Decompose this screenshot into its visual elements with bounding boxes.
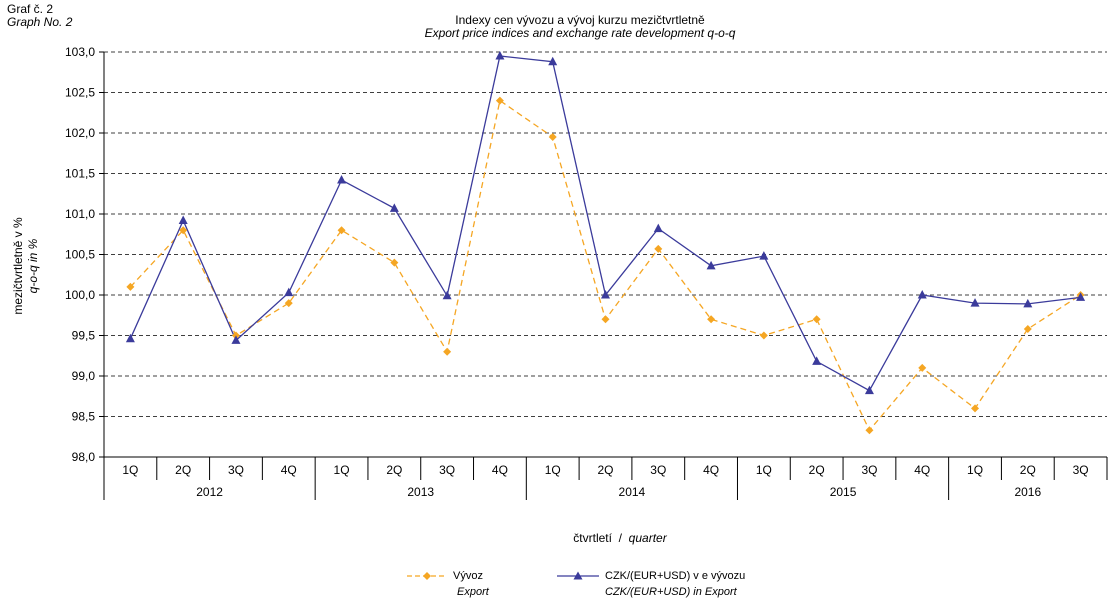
data-point-czk bbox=[917, 290, 927, 299]
data-point-czk bbox=[125, 333, 135, 343]
x-tick-label: 1Q bbox=[545, 463, 561, 477]
y-tick-label: 102,5 bbox=[65, 86, 95, 100]
data-point-czk bbox=[970, 298, 980, 307]
chart-subtitle: Export price indices and exchange rate d… bbox=[424, 26, 736, 40]
data-point-export bbox=[284, 299, 293, 308]
data-point-czk bbox=[389, 203, 399, 212]
year-label: 2014 bbox=[619, 485, 646, 499]
x-tick-label: 2Q bbox=[809, 463, 825, 477]
x-tick-label: 2Q bbox=[175, 463, 191, 477]
year-label: 2013 bbox=[407, 485, 434, 499]
x-axis-label-en: quarter bbox=[628, 531, 667, 545]
data-point-export bbox=[601, 315, 610, 324]
y-tick-label: 103,0 bbox=[65, 45, 95, 59]
x-tick-label: 2Q bbox=[1020, 463, 1036, 477]
x-tick-labels: 1Q 2Q 3Q 4Q 1Q 2Q 3Q 4Q 1Q 2Q 3Q 4Q 1Q 2Q 3Q 4Q 1Q 2Q 3Q 20… bbox=[122, 463, 1088, 499]
y-tick-label: 101,0 bbox=[65, 207, 95, 221]
data-point-export bbox=[179, 226, 188, 235]
chart-title: Indexy cen vývozu a vývoj kurzu mezičtvr… bbox=[455, 13, 705, 27]
y-tick-label: 99,5 bbox=[72, 329, 96, 343]
data-point-export bbox=[337, 226, 346, 235]
x-tick-label: 2Q bbox=[386, 463, 402, 477]
data-point-czk bbox=[864, 385, 874, 395]
x-tick-label: 3Q bbox=[439, 463, 455, 477]
y-tick-label: 98,5 bbox=[72, 410, 96, 424]
data-point-export bbox=[707, 315, 716, 324]
gridlines bbox=[104, 51, 1107, 417]
data-point-export bbox=[495, 96, 504, 105]
y-tick-label: 100,5 bbox=[65, 248, 95, 262]
data-point-czk bbox=[759, 251, 769, 260]
x-tick-label: 4Q bbox=[914, 463, 930, 477]
legend-swatch-export bbox=[407, 572, 447, 580]
legend-label-export: Vývoz bbox=[453, 570, 483, 582]
x-tick-label: 3Q bbox=[228, 463, 244, 477]
data-point-export bbox=[865, 426, 874, 435]
data-point-czk bbox=[442, 290, 452, 300]
data-point-czk bbox=[1023, 298, 1033, 308]
data-point-export bbox=[443, 347, 452, 356]
series-line-export bbox=[129, 99, 1081, 432]
x-tick-label: 4Q bbox=[703, 463, 719, 477]
year-label: 2012 bbox=[196, 485, 223, 499]
data-point-czk bbox=[706, 260, 716, 270]
data-point-czk bbox=[495, 51, 505, 60]
data-point-export bbox=[812, 315, 821, 324]
data-point-czk bbox=[548, 56, 558, 66]
y-tick-labels: 98,0 98,5 99,0 99,5 100,0 100,5 101,0 101,5 102,… bbox=[65, 45, 95, 464]
data-point-czk bbox=[337, 174, 347, 184]
data-point-czk bbox=[812, 356, 822, 365]
y-tick-label: 102,0 bbox=[65, 126, 95, 140]
data-point-export bbox=[759, 331, 768, 340]
graph-number-cz: Graf č. 2 bbox=[7, 2, 54, 16]
y-axis-label-en: q-o-q in % bbox=[26, 238, 40, 293]
data-point-export bbox=[126, 282, 135, 291]
year-label: 2015 bbox=[830, 485, 857, 499]
data-point-czk bbox=[178, 215, 188, 224]
y-tick-label: 98,0 bbox=[72, 450, 96, 464]
legend-label-export-en: Export bbox=[457, 586, 489, 598]
x-axis-label: čtvrtletí / quarter bbox=[573, 531, 667, 545]
x-tick-label: 3Q bbox=[650, 463, 666, 477]
x-axis-label-cz: čtvrtletí bbox=[573, 531, 612, 545]
y-tick-label: 99,0 bbox=[72, 369, 96, 383]
chart-title-block: Indexy cen vývozu a vývoj kurzu mezičtvr… bbox=[300, 14, 860, 40]
graph-number: Graf č. 2 Graph No. 2 bbox=[7, 3, 72, 29]
series-line-czk bbox=[129, 55, 1081, 392]
data-point-export bbox=[971, 404, 980, 413]
x-tick-label: 4Q bbox=[492, 463, 508, 477]
data-point-export bbox=[548, 133, 557, 142]
x-tick-label: 1Q bbox=[967, 463, 983, 477]
y-tick-label: 101,5 bbox=[65, 167, 95, 181]
legend-swatch-czk bbox=[557, 571, 599, 580]
x-tick-label: 3Q bbox=[861, 463, 877, 477]
x-tick-label: 3Q bbox=[1073, 463, 1089, 477]
data-point-export bbox=[918, 363, 927, 372]
data-point-czk bbox=[601, 290, 610, 299]
x-tick-label: 1Q bbox=[334, 463, 350, 477]
data-point-export bbox=[390, 258, 399, 267]
x-tick-label: 4Q bbox=[281, 463, 297, 477]
y-axis-label-cz: mezičtvrtletně v % bbox=[11, 217, 25, 315]
x-tick-label: 2Q bbox=[597, 463, 613, 477]
y-tick-label: 100,0 bbox=[65, 288, 95, 302]
series-layer bbox=[125, 51, 1086, 435]
legend-label-czk-en: CZK/(EUR+USD) in Export bbox=[605, 586, 737, 598]
legend-label-czk: CZK/(EUR+USD) v e vývozu bbox=[605, 570, 746, 582]
data-point-export bbox=[1023, 325, 1032, 334]
data-point-czk bbox=[284, 287, 294, 297]
graph-number-en: Graph No. 2 bbox=[7, 15, 73, 29]
legend-item-czk: CZK/(EUR+USD) v e vývozu CZK/(EUR+USD) i… bbox=[555, 568, 745, 600]
x-tick-label: 1Q bbox=[756, 463, 772, 477]
data-point-czk bbox=[1076, 292, 1086, 301]
year-label: 2016 bbox=[1014, 485, 1041, 499]
legend-item-export: Vývoz Export bbox=[405, 568, 489, 600]
x-tick-label: 1Q bbox=[122, 463, 138, 477]
axes bbox=[99, 51, 1108, 500]
data-point-export bbox=[654, 244, 663, 253]
data-point-czk bbox=[231, 335, 241, 344]
data-point-czk bbox=[653, 223, 663, 233]
